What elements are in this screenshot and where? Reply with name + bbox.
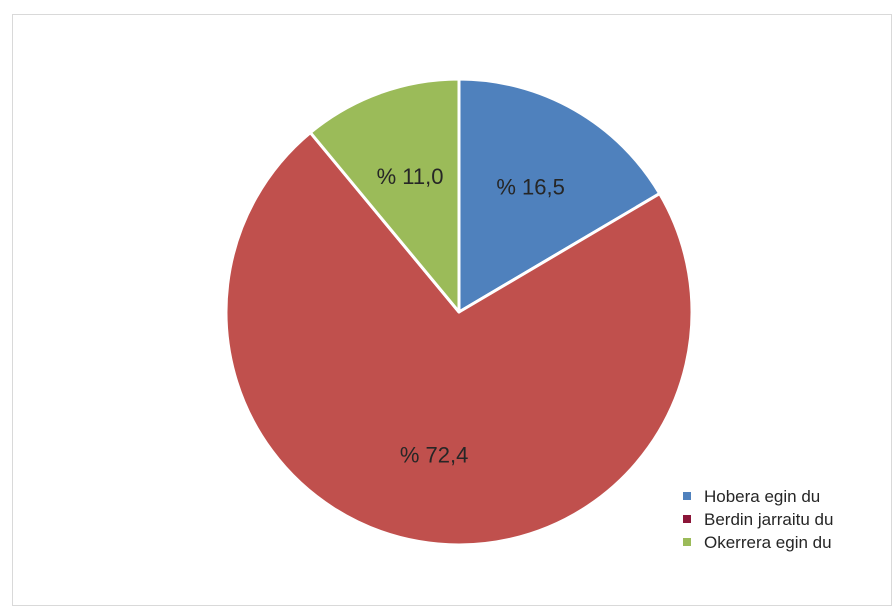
legend-swatch-berdin-jarraitu-du	[683, 515, 691, 523]
pie-slice-berdin-jarraitu-du	[224, 131, 694, 547]
legend: Hobera egin du Berdin jarraitu du Okerrera…	[683, 487, 833, 552]
pie-slice-okerrera-egin-du	[308, 77, 461, 314]
legend-swatch-okerrera-egin-du	[683, 538, 691, 546]
slice-label-hobera-egin-du: % 16,5	[496, 175, 565, 200]
slice-labels: % 16,5 % 72,4 % 11,0	[377, 164, 565, 467]
slice-label-okerrera-egin-du: % 11,0	[377, 164, 444, 189]
legend-label-okerrera-egin-du: Okerrera egin du	[704, 533, 832, 552]
legend-label-berdin-jarraitu-du: Berdin jarraitu du	[704, 510, 833, 529]
pie-slice-hobera-egin-du	[457, 77, 662, 314]
legend-label-hobera-egin-du: Hobera egin du	[704, 487, 820, 506]
pie-slices	[224, 77, 694, 547]
slice-label-berdin-jarraitu-du: % 72,4	[400, 442, 469, 467]
legend-swatch-hobera-egin-du	[683, 492, 691, 500]
